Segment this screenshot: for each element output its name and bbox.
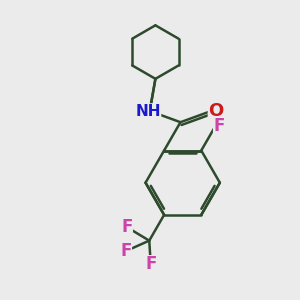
Text: F: F	[213, 117, 225, 135]
Text: F: F	[121, 218, 133, 236]
Text: F: F	[145, 255, 156, 273]
Text: NH: NH	[136, 103, 161, 118]
Text: O: O	[208, 102, 223, 120]
Text: F: F	[120, 242, 132, 260]
